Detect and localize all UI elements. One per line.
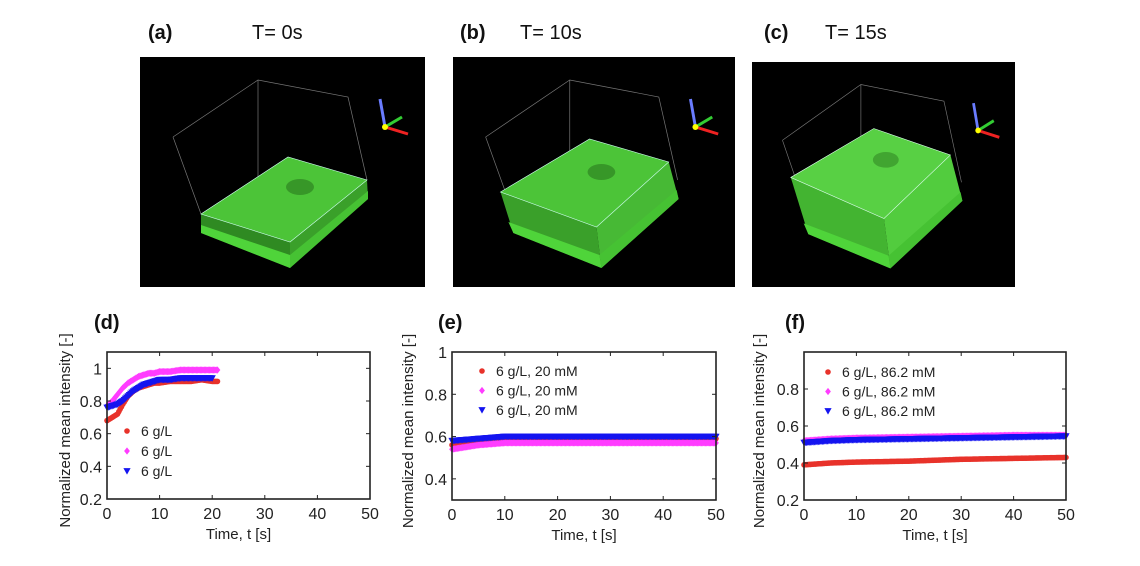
time-label-a: T= 0s [252, 22, 303, 44]
axis-triad-icon [972, 102, 1000, 139]
x-tick-label: 20 [203, 506, 221, 523]
y-tick-label: 0.8 [425, 387, 447, 404]
axis-triad-icon [689, 98, 719, 136]
time-label-c: T= 15s [825, 22, 887, 44]
legend-label: 6 g/L, 86.2 mM [842, 384, 935, 400]
y-tick-label: 0.6 [80, 427, 102, 444]
panel-label-c: (c) [764, 22, 789, 44]
y-tick-label: 0.4 [425, 472, 447, 489]
y-axis-label: Normalized mean intensity [-] [751, 334, 768, 528]
y-tick-label: 0.4 [80, 459, 102, 476]
y-tick-label: 0.2 [777, 493, 799, 510]
chart-e: 0 10 20 30 40 50 0.4 0.6 0.8 1 Time, t [s] Normaliz… [400, 334, 725, 544]
x-tick-label: 20 [900, 507, 918, 524]
x-axis-label: Time, t [s] [551, 527, 616, 544]
x-tick-label: 30 [256, 506, 274, 523]
legend-label: 6 g/L, 20 mM [496, 402, 578, 418]
time-label-b: T= 10s [520, 22, 582, 44]
y-tick-label: 0.4 [777, 456, 799, 473]
legend-label: 6 g/L, 86.2 mM [842, 364, 935, 380]
panel-label-b: (b) [460, 22, 486, 44]
panel-label-f: (f) [785, 312, 805, 334]
legend-marker [124, 447, 130, 455]
data-point [208, 375, 216, 382]
x-tick-label: 30 [952, 507, 970, 524]
x-tick-label: 0 [800, 507, 809, 524]
data-point [214, 378, 221, 385]
legend-label: 6 g/L, 86.2 mM [842, 403, 935, 419]
y-tick-label: 1 [93, 361, 102, 378]
x-tick-label: 50 [361, 506, 379, 523]
legend-marker [825, 387, 831, 396]
panel-label-a: (a) [148, 22, 173, 44]
y-tick-label: 1 [438, 345, 447, 362]
legend-marker [478, 407, 486, 414]
series-1 [104, 366, 221, 410]
x-tick-label: 10 [151, 506, 169, 523]
chart-d: 0 10 20 30 40 50 0.2 0.4 0.6 0.8 1 Time, t [s] Norma… [57, 333, 379, 543]
series-2 [103, 375, 216, 412]
x-tick-label: 40 [654, 507, 672, 524]
y-tick-label: 0.6 [425, 430, 447, 447]
legend-marker [123, 468, 131, 475]
panel-label-d: (d) [94, 312, 120, 334]
x-tick-label: 40 [1005, 507, 1023, 524]
axis-triad-icon [378, 98, 409, 136]
x-tick-label: 50 [1057, 507, 1075, 524]
data-point [214, 366, 221, 374]
x-tick-label: 10 [496, 507, 514, 524]
chart-f: 0 10 20 30 40 50 0.2 0.4 0.6 0.8 Time, t [s] Normal… [751, 334, 1075, 544]
y-axis-label: Normalized mean intensity [-] [400, 334, 417, 528]
series-0 [801, 454, 1069, 468]
x-tick-label: 0 [448, 507, 457, 524]
microscopy-image-c [752, 62, 1015, 287]
legend-label: 6 g/L [141, 463, 172, 479]
y-tick-label: 0.8 [80, 394, 102, 411]
x-axis-label: Time, t [s] [902, 527, 967, 544]
x-axis-label: Time, t [s] [206, 526, 271, 543]
x-tick-label: 20 [549, 507, 567, 524]
x-tick-label: 50 [707, 507, 725, 524]
legend-marker [124, 428, 130, 434]
y-tick-label: 0.8 [777, 382, 799, 399]
legend-marker [479, 386, 485, 395]
axes-box [451, 351, 717, 501]
microscopy-image-a [140, 57, 425, 287]
x-tick-label: 0 [103, 506, 112, 523]
axes-box [106, 351, 371, 500]
y-tick-label: 0.6 [777, 419, 799, 436]
series-1 [449, 439, 719, 453]
legend-label: 6 g/L, 20 mM [496, 363, 578, 379]
series-2 [800, 433, 1070, 447]
y-tick-label: 0.2 [80, 492, 102, 509]
series-2 [448, 433, 720, 445]
panel-label-e: (e) [438, 312, 463, 334]
x-tick-label: 30 [602, 507, 620, 524]
legend-marker [479, 368, 485, 374]
microscopy-image-b [453, 57, 735, 287]
legend-label: 6 g/L [141, 443, 172, 459]
legend-marker [824, 408, 832, 415]
legend-label: 6 g/L, 20 mM [496, 383, 578, 399]
x-tick-label: 40 [309, 506, 327, 523]
legend-marker [825, 369, 831, 375]
y-axis-label: Normalized mean intensity [-] [57, 333, 74, 527]
x-tick-label: 10 [848, 507, 866, 524]
legend-label: 6 g/L [141, 423, 172, 439]
